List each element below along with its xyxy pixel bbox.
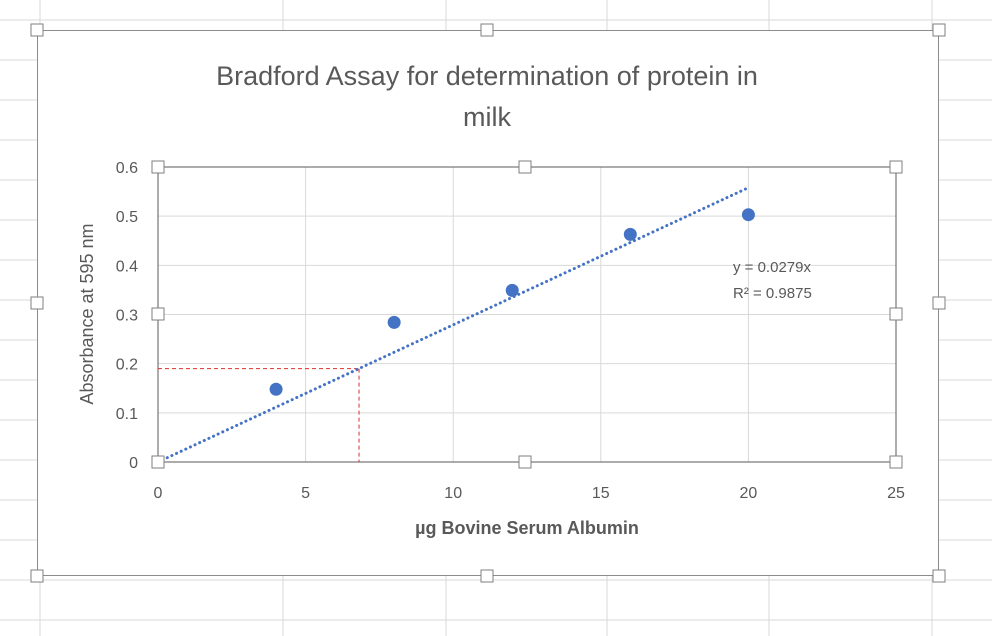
chart-resize-handle[interactable] (932, 569, 946, 583)
data-point[interactable] (387, 315, 401, 329)
x-tick-label: 5 (301, 485, 310, 502)
x-tick-label: 0 (154, 485, 163, 502)
data-point[interactable] (505, 283, 519, 297)
chart-resize-handle[interactable] (30, 23, 44, 37)
x-axis-ticks: 0 5 10 15 20 25 (154, 485, 905, 502)
y-tick-label: 0.5 (116, 209, 138, 226)
x-tick-label: 10 (444, 485, 462, 502)
plot-resize-handle[interactable] (151, 160, 165, 174)
y-tick-label: 0.4 (116, 258, 138, 275)
plot-resize-handle[interactable] (151, 455, 165, 469)
trendline[interactable] (156, 186, 750, 464)
gridlines (157, 166, 897, 463)
y-tick-label: 0.2 (116, 357, 138, 374)
y-axis-title[interactable]: Absorbance at 595 nm (77, 223, 97, 404)
chart-area[interactable] (37, 30, 939, 576)
plot-resize-handle[interactable] (151, 307, 165, 321)
chart-resize-handle[interactable] (932, 296, 946, 310)
data-point[interactable] (269, 382, 283, 396)
plot-resize-handle[interactable] (889, 307, 903, 321)
y-tick-label: 0.1 (116, 406, 138, 423)
x-tick-label: 25 (887, 485, 905, 502)
y-axis-ticks: 0 0.1 0.2 0.3 0.4 0.5 0.6 (116, 160, 138, 472)
y-tick-label: 0 (129, 455, 138, 472)
trendline-group (156, 186, 750, 464)
x-tick-label: 20 (740, 485, 758, 502)
chart-resize-handle[interactable] (30, 296, 44, 310)
y-tick-label: 0.6 (116, 160, 138, 177)
selection-handles[interactable] (30, 23, 946, 583)
data-points (269, 208, 755, 396)
plot-resize-handle[interactable] (889, 160, 903, 174)
y-tick-label: 0.3 (116, 308, 138, 325)
plot-resize-handle[interactable] (889, 455, 903, 469)
chart-title-line-2[interactable]: milk (463, 102, 511, 132)
data-point[interactable] (623, 227, 637, 241)
chart-resize-handle[interactable] (932, 23, 946, 37)
trendline-equation[interactable]: y = 0.0279x (733, 259, 811, 276)
reference-lines (158, 368, 360, 462)
chart-resize-handle[interactable] (30, 569, 44, 583)
plot-resize-handle[interactable] (518, 455, 532, 469)
x-axis-title[interactable]: µg Bovine Serum Albumin (415, 518, 639, 538)
plot-resize-handle[interactable] (518, 160, 532, 174)
chart-resize-handle[interactable] (480, 569, 494, 583)
trendline-r-squared[interactable]: R² = 0.9875 (733, 285, 812, 302)
data-point[interactable] (741, 208, 755, 222)
chart-title-line-1[interactable]: Bradford Assay for determination of prot… (216, 61, 758, 91)
chart-resize-handle[interactable] (480, 23, 494, 37)
x-tick-label: 15 (592, 485, 610, 502)
